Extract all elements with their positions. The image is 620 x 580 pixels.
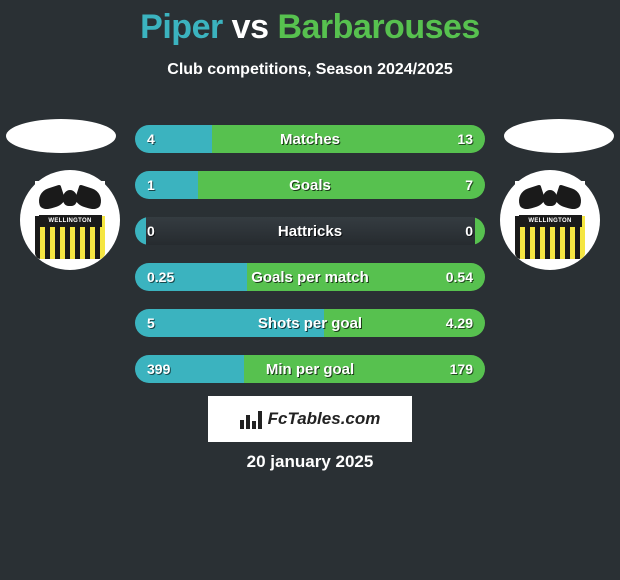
vs-label: vs — [232, 8, 269, 46]
chart-icon — [240, 409, 264, 429]
stat-row-hattricks: 00Hattricks — [135, 217, 485, 245]
player2-club-crest: WELLINGTON — [500, 170, 600, 270]
stat-row-shots-per-goal: 54.29Shots per goal — [135, 309, 485, 337]
stat-row-goals-per-match: 0.250.54Goals per match — [135, 263, 485, 291]
stats-container: 413Matches 17Goals 00Hattricks 0.250.54Goal… — [135, 125, 485, 401]
player2-name: Barbarouses — [277, 8, 479, 46]
subtitle: Club competitions, Season 2024/2025 — [0, 61, 620, 79]
page-title: Piper vs Barbarouses — [0, 0, 620, 47]
stat-label: Hattricks — [135, 217, 485, 245]
stat-row-min-per-goal: 399179Min per goal — [135, 355, 485, 383]
stat-label: Shots per goal — [135, 309, 485, 337]
attribution-text: FcTables.com — [268, 409, 381, 429]
crest-band-text: WELLINGTON — [39, 215, 102, 227]
date-label: 20 january 2025 — [0, 452, 620, 472]
player2-avatar — [504, 119, 614, 153]
stat-row-matches: 413Matches — [135, 125, 485, 153]
stat-row-goals: 17Goals — [135, 171, 485, 199]
crest-band-text: WELLINGTON — [519, 215, 582, 227]
stat-label: Matches — [135, 125, 485, 153]
attribution-badge: FcTables.com — [208, 396, 412, 442]
stat-label: Goals per match — [135, 263, 485, 291]
stat-label: Goals — [135, 171, 485, 199]
player1-name: Piper — [140, 8, 223, 46]
stat-label: Min per goal — [135, 355, 485, 383]
player1-avatar — [6, 119, 116, 153]
player1-club-crest: WELLINGTON — [20, 170, 120, 270]
